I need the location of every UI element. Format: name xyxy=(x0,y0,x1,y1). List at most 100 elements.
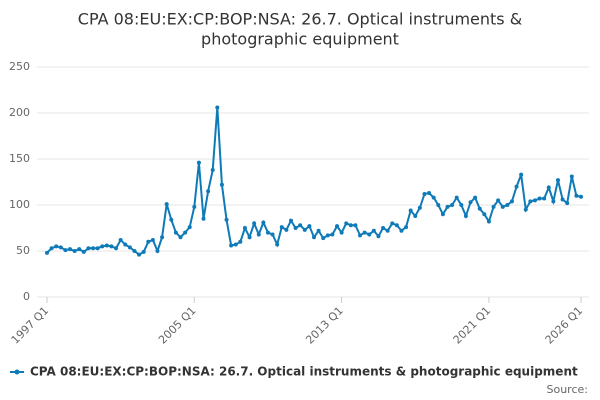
data-point xyxy=(252,221,257,226)
data-point xyxy=(325,233,330,238)
data-point xyxy=(219,182,224,187)
data-point xyxy=(45,250,49,255)
data-point xyxy=(132,249,137,253)
data-point xyxy=(427,191,432,196)
data-point xyxy=(270,232,275,237)
x-tick-label: 2005 Q1 xyxy=(156,304,199,347)
data-point xyxy=(261,220,266,225)
data-point xyxy=(344,221,349,226)
data-point xyxy=(459,203,464,207)
y-tick-label: 100 xyxy=(9,198,30,211)
data-point xyxy=(362,230,367,235)
data-point xyxy=(150,237,155,242)
data-point xyxy=(49,246,54,251)
x-tick-label: 2021 Q1 xyxy=(451,304,494,347)
data-point xyxy=(436,203,441,207)
data-point xyxy=(371,228,376,233)
x-tick-label: 2026 Q1 xyxy=(543,304,586,347)
data-point xyxy=(335,224,340,229)
data-point xyxy=(288,218,293,223)
x-tick-label: 2013 Q1 xyxy=(303,304,346,347)
data-point xyxy=(187,225,192,230)
data-point xyxy=(265,230,270,235)
data-point xyxy=(54,244,59,249)
data-point xyxy=(505,203,510,207)
data-point xyxy=(491,204,496,209)
data-point xyxy=(486,219,491,224)
chart-title: CPA 08:EU:EX:CP:BOP:NSA: 26.7. Optical i… xyxy=(78,10,522,29)
data-point xyxy=(312,235,316,240)
data-point xyxy=(155,249,160,253)
data-point xyxy=(496,198,501,203)
y-tick-label: 250 xyxy=(9,60,30,73)
data-point xyxy=(450,203,455,207)
data-point xyxy=(210,168,215,173)
data-point xyxy=(275,242,280,247)
data-point xyxy=(298,223,303,228)
data-point xyxy=(385,228,390,233)
data-point xyxy=(81,249,86,254)
data-point xyxy=(141,249,146,254)
data-point xyxy=(532,198,537,203)
data-point xyxy=(86,246,91,251)
data-point xyxy=(348,223,353,228)
data-point xyxy=(316,228,321,233)
data-point xyxy=(238,239,243,244)
data-point xyxy=(565,201,570,206)
data-point xyxy=(542,196,547,201)
data-point xyxy=(399,228,404,233)
data-point xyxy=(390,221,395,226)
data-point xyxy=(413,214,418,219)
data-point xyxy=(95,246,100,251)
y-tick-label: 50 xyxy=(16,244,30,257)
y-tick-label: 200 xyxy=(9,106,30,119)
data-point xyxy=(555,178,560,183)
data-point xyxy=(358,233,363,238)
data-point xyxy=(454,195,459,200)
data-point xyxy=(58,245,63,250)
data-point xyxy=(339,230,344,235)
data-point xyxy=(367,232,372,237)
data-point xyxy=(330,232,335,237)
data-point xyxy=(321,236,326,241)
data-point xyxy=(146,239,151,244)
data-point xyxy=(72,249,77,253)
data-point xyxy=(482,212,487,217)
data-point xyxy=(114,246,119,251)
data-point xyxy=(417,205,422,210)
data-point xyxy=(509,199,514,204)
data-point xyxy=(233,242,238,247)
data-point xyxy=(569,174,574,179)
data-point xyxy=(229,243,234,248)
data-point xyxy=(91,246,96,251)
data-point xyxy=(546,185,551,190)
data-point xyxy=(519,172,524,177)
x-tick-label: 1997 Q1 xyxy=(9,304,52,347)
data-point xyxy=(404,225,409,230)
data-point xyxy=(381,226,386,230)
data-point xyxy=(173,230,178,235)
series-line xyxy=(46,107,582,256)
data-point xyxy=(440,212,445,217)
data-point xyxy=(215,105,220,110)
data-point xyxy=(514,184,519,189)
data-point xyxy=(242,226,247,230)
data-point xyxy=(284,227,289,232)
data-point xyxy=(192,204,197,209)
data-point xyxy=(523,207,528,212)
legend-symbol xyxy=(14,369,20,375)
data-point xyxy=(164,202,169,207)
data-point xyxy=(201,216,206,221)
y-tick-label: 150 xyxy=(9,152,30,165)
data-point xyxy=(302,227,307,232)
data-point xyxy=(196,160,201,165)
data-point xyxy=(422,191,427,196)
data-point xyxy=(408,208,413,213)
data-point xyxy=(256,232,261,237)
data-point xyxy=(473,195,478,200)
data-point xyxy=(551,199,556,204)
data-point xyxy=(206,189,211,194)
data-point xyxy=(560,197,565,202)
data-point xyxy=(123,242,128,247)
